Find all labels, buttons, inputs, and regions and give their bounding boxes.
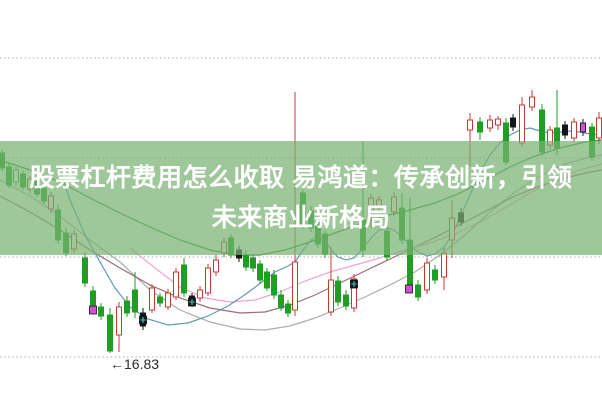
low-price-annotation: ←16.83 xyxy=(110,356,159,372)
